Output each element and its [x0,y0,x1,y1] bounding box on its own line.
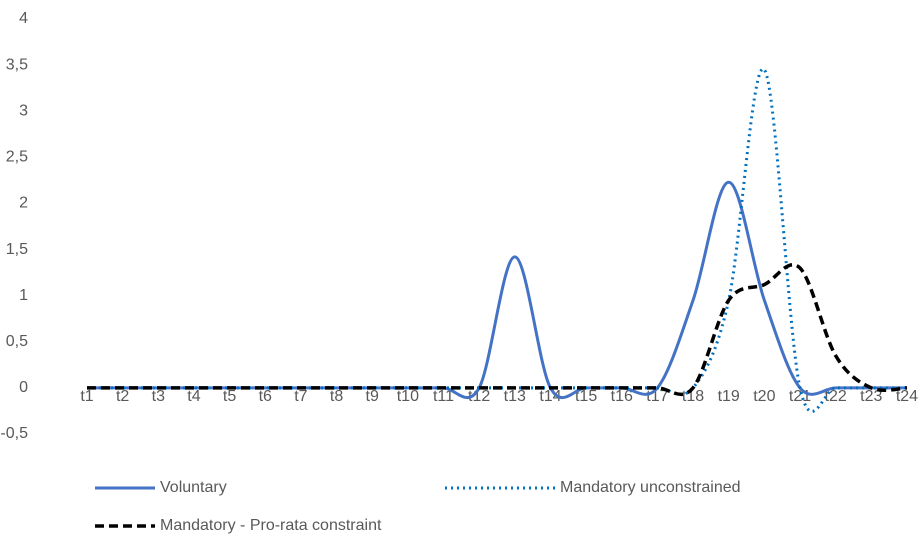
y-tick-label: 3 [19,102,28,119]
y-tick-label: 1,5 [6,241,28,258]
y-tick-label: 1 [19,287,28,304]
x-tick-label: t5 [223,388,236,405]
x-tick-label: t24 [896,388,918,405]
x-tick-label: t21 [789,388,811,405]
x-tick-label: t23 [860,388,882,405]
legend-label: Mandatory unconstrained [560,479,741,496]
legend-label: Mandatory - Pro-rata constraint [160,517,382,534]
y-tick-label: 0 [19,379,28,396]
data-line [86,180,907,399]
x-tick-label: t9 [366,388,379,405]
x-tick-label: t7 [294,388,307,405]
data-line [86,263,908,397]
y-tick-label: 0,5 [6,333,28,350]
y-tick-label: 2,5 [6,149,28,166]
x-tick-label: t6 [259,388,272,405]
x-tick-label: t18 [682,388,704,405]
x-tick-label: t8 [330,388,343,405]
x-tick-label: t20 [753,388,775,405]
legend-label: Voluntary [160,479,227,496]
x-tick-label: t11 [433,388,454,405]
x-tick-label: t19 [718,388,740,405]
x-tick-label: t15 [575,388,597,405]
y-tick-label: 2 [19,195,28,212]
x-tick-label: t3 [152,388,165,405]
x-tick-label: t12 [468,388,490,405]
x-tick-label: t1 [80,388,93,405]
x-tick-label: t10 [397,388,419,405]
x-tick-label: t13 [504,388,526,405]
y-tick-label: 3,5 [6,56,28,73]
x-tick-label: t4 [187,388,200,405]
y-tick-label: -0,5 [0,425,28,442]
x-tick-label: t2 [116,388,129,405]
y-tick-label: 4 [19,10,28,27]
x-tick-label: t14 [539,388,561,405]
x-tick-label: t16 [611,388,633,405]
